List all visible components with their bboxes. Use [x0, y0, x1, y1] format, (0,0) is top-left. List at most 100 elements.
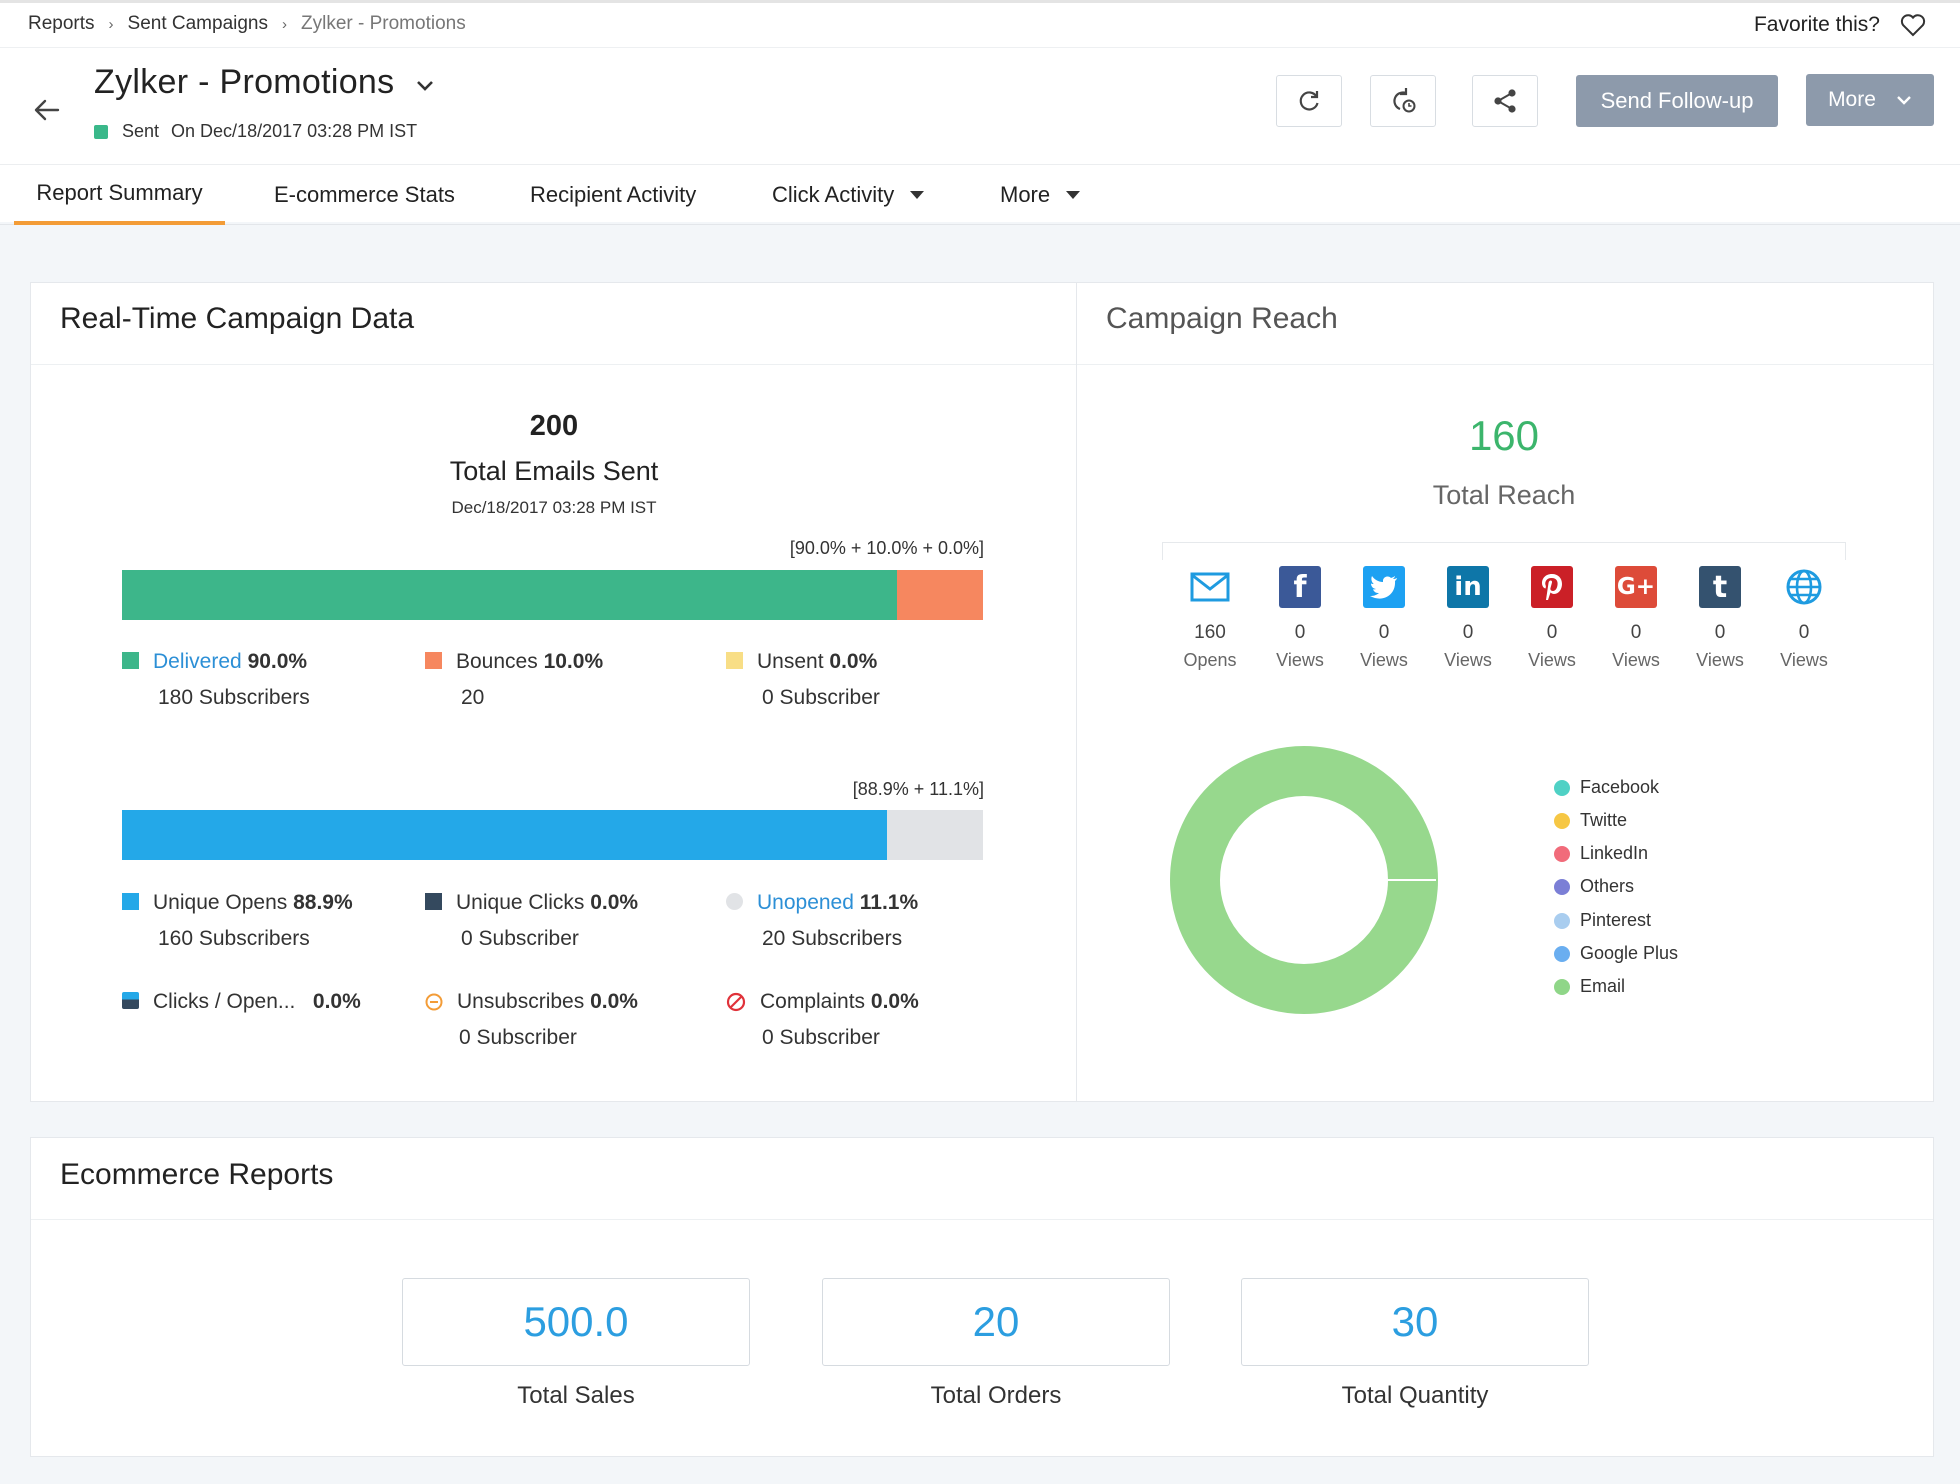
tab-recipient-activity[interactable]: Recipient Activity: [530, 165, 696, 225]
unopened-legend: Unopened 11.1% 20 Subscribers: [726, 891, 918, 951]
channel-facebook[interactable]: f 0 Views: [1270, 566, 1330, 671]
unsubscribe-icon: [425, 993, 443, 1011]
channel-linkedin[interactable]: in 0 Views: [1438, 566, 1498, 671]
tab-more[interactable]: More: [1000, 165, 1081, 225]
chevron-down-icon[interactable]: [416, 80, 434, 92]
unopened-link[interactable]: Unopened: [757, 891, 854, 914]
legend-google-plus[interactable]: Google Plus: [1554, 943, 1678, 964]
more-actions-label: More: [1828, 88, 1876, 111]
opens-progress-bar: [122, 810, 983, 860]
channel-label: Opens: [1183, 650, 1237, 670]
twitter-icon: [1363, 566, 1405, 608]
unique-opens-segment: [122, 810, 888, 860]
unopened-segment: [887, 810, 983, 860]
caret-down-icon: [910, 191, 925, 199]
tab-label: Click Activity: [772, 182, 895, 207]
delivered-link[interactable]: Delivered: [153, 650, 242, 673]
realtime-card-title: Real-Time Campaign Data: [60, 302, 415, 335]
channel-label: Views: [1360, 650, 1408, 670]
channel-count: 0: [1378, 622, 1390, 643]
breadcrumb-reports[interactable]: Reports: [28, 13, 95, 34]
refresh-button[interactable]: [1276, 75, 1342, 127]
delivered-segment: [122, 570, 897, 620]
google-plus-icon: G+: [1615, 566, 1657, 608]
channel-label: Views: [1444, 650, 1492, 670]
divider: [31, 1219, 1933, 1220]
tab-ecommerce-stats[interactable]: E-commerce Stats: [274, 165, 455, 225]
share-icon: [1494, 89, 1516, 113]
legend-email[interactable]: Email: [1554, 976, 1625, 997]
legend-others[interactable]: Others: [1554, 876, 1634, 897]
legend-linkedin[interactable]: LinkedIn: [1554, 843, 1648, 864]
channel-pinterest[interactable]: 0 Views: [1522, 566, 1582, 671]
heart-icon[interactable]: [1900, 13, 1926, 37]
unique-clicks-swatch: [425, 893, 442, 910]
status-indicator: [94, 124, 108, 139]
ecommerce-card: [30, 1137, 1934, 1457]
unique-opens-label: Unique Opens: [153, 891, 288, 914]
complaint-icon: [726, 992, 746, 1012]
divider: [31, 364, 1076, 365]
breadcrumb-sent-campaigns[interactable]: Sent Campaigns: [127, 13, 268, 34]
legend-facebook[interactable]: Facebook: [1554, 777, 1659, 798]
ecommerce-card-title: Ecommerce Reports: [60, 1158, 334, 1191]
back-arrow-icon[interactable]: [32, 95, 62, 125]
channel-web[interactable]: 0 Views: [1774, 566, 1834, 671]
divider: [0, 164, 1960, 165]
bounces-pct: 10.0%: [543, 650, 604, 673]
complaints-pct: 0.0%: [870, 990, 919, 1013]
unique-clicks-pct: 0.0%: [590, 891, 639, 914]
tab-label: E-commerce Stats: [274, 182, 455, 207]
legend-label: Others: [1580, 876, 1635, 896]
delivery-progress-bar: [122, 570, 983, 620]
campaign-status: Sent On Dec/18/2017 03:28 PM IST: [94, 121, 417, 142]
unsent-pct: 0.0%: [829, 650, 878, 673]
total-sales-box: 500.0: [402, 1278, 750, 1366]
divider: [0, 47, 1960, 48]
schedule-refresh-button[interactable]: [1370, 75, 1436, 127]
channel-twitter[interactable]: 0 Views: [1354, 566, 1414, 671]
divider: [1162, 542, 1846, 543]
legend-dot: [1554, 878, 1570, 895]
legend-dot: [1554, 912, 1570, 929]
unsubscribes-count: 0 Subscriber: [459, 1026, 577, 1049]
channel-count: 0: [1630, 622, 1642, 643]
divider: [1077, 364, 1933, 365]
legend-dot: [1554, 978, 1570, 995]
channel-count: 0: [1798, 622, 1810, 643]
legend-pinterest[interactable]: Pinterest: [1554, 910, 1651, 931]
total-orders-box: 20: [822, 1278, 1170, 1366]
channel-tumblr[interactable]: t 0 Views: [1690, 566, 1750, 671]
unsent-legend: Unsent 0.0% 0 Subscriber: [726, 650, 880, 710]
legend-label: Pinterest: [1580, 910, 1652, 930]
divider: [1845, 542, 1846, 560]
delivered-swatch: [122, 652, 139, 669]
unsubscribes-label: Unsubscribes: [457, 990, 585, 1013]
share-button[interactable]: [1472, 75, 1538, 127]
total-reach-value: 160: [1468, 412, 1540, 459]
reach-card-title: Campaign Reach: [1106, 302, 1338, 335]
more-actions-button[interactable]: More: [1806, 74, 1934, 126]
channel-count: 0: [1462, 622, 1474, 643]
favorite-label: Favorite this?: [1753, 13, 1880, 36]
clicks-per-open-legend: Clicks / Open... 0.0%: [122, 990, 361, 1014]
tab-click-activity[interactable]: Click Activity: [772, 165, 925, 225]
report-header: Reports › Sent Campaigns › Zylker - Prom…: [0, 0, 1960, 225]
channel-label: Views: [1612, 650, 1660, 670]
sent-timestamp: On Dec/18/2017 03:28 PM IST: [171, 121, 418, 141]
channel-email[interactable]: 160 Opens: [1180, 566, 1240, 671]
campaign-title-dropdown[interactable]: Zylker - Promotions: [94, 63, 434, 102]
donut-email-segment[interactable]: [1170, 746, 1438, 1014]
tab-report-summary[interactable]: Report Summary: [14, 165, 225, 225]
send-follow-up-button[interactable]: Send Follow-up: [1576, 75, 1778, 127]
unsent-label: Unsent: [757, 650, 824, 673]
legend-label: Twitte: [1580, 810, 1628, 830]
legend-twitter[interactable]: Twitte: [1554, 810, 1627, 831]
favorite-toggle[interactable]: Favorite this?: [1754, 13, 1926, 37]
email-icon: [1189, 566, 1231, 608]
page-title: Zylker - Promotions: [94, 63, 395, 101]
channel-google-plus[interactable]: G+ 0 Views: [1606, 566, 1666, 671]
total-sales-label: Total Sales: [517, 1382, 635, 1409]
pinterest-icon: [1531, 566, 1573, 608]
delivered-pct: 90.0%: [247, 650, 308, 673]
